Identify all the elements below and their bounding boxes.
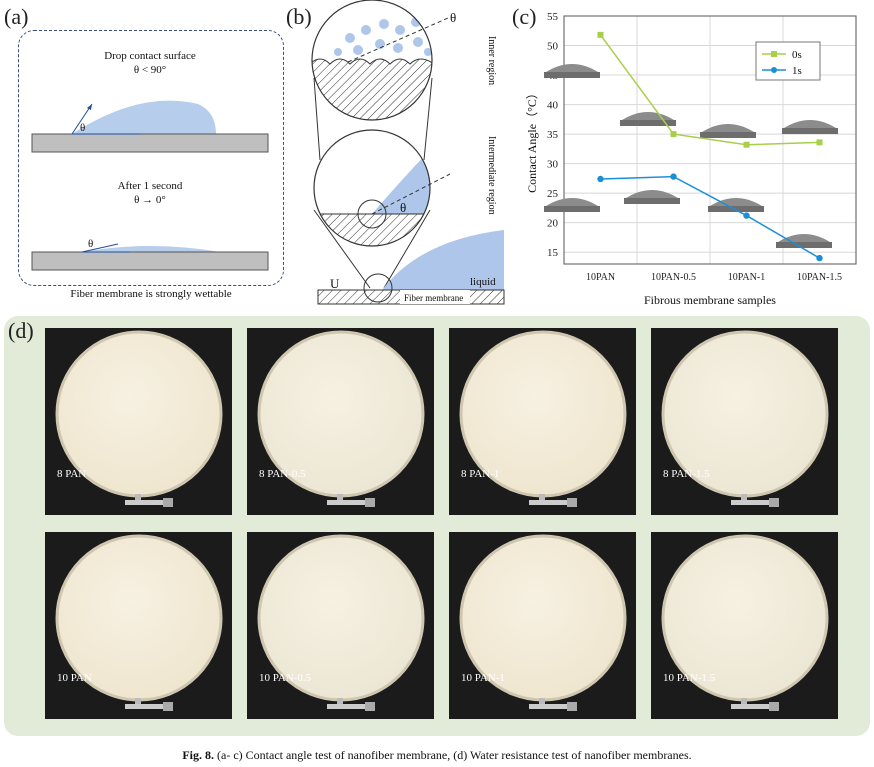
droplet-thumbnail — [702, 124, 754, 132]
y-tick-label: 25 — [547, 188, 559, 200]
membrane-photo: 10 PAN — [45, 532, 232, 719]
y-tick-label: 55 — [547, 11, 559, 23]
droplet-thumbnail — [626, 190, 678, 198]
y-tick-label: 35 — [547, 129, 559, 141]
droplet-thumbnail — [784, 120, 836, 128]
photo-label: 8 PAN — [57, 468, 87, 480]
data-point-1s — [670, 173, 677, 180]
data-point-0s — [597, 31, 604, 38]
panel-a-frame — [18, 30, 284, 286]
membrane-photo: 8 PAN-1 — [449, 328, 636, 515]
panel-c-letter: (c) — [512, 4, 537, 29]
x-axis-label: Fibrous membrane samples — [644, 293, 776, 307]
data-point-1s — [597, 175, 604, 183]
legend-marker — [771, 51, 777, 57]
panel-b-diagram — [311, 0, 505, 305]
droplet-substrate — [544, 206, 600, 212]
y-tick-label: 50 — [547, 41, 559, 53]
caption-text: (a- c) Contact angle test of nanofiber m… — [217, 748, 692, 762]
x-tick-label: 10PAN-0.5 — [651, 272, 696, 283]
panel-d-letter: (d) — [8, 318, 34, 343]
panel-b-liquid: liquid — [470, 276, 496, 288]
droplet-substrate — [700, 132, 756, 138]
x-tick-label: 10PAN-1 — [728, 272, 765, 283]
panel-a-letter: (a) — [4, 4, 29, 29]
droplet-substrate — [624, 198, 680, 204]
droplet-substrate — [708, 206, 764, 212]
data-point-0s — [670, 131, 677, 138]
membrane-drawing — [459, 330, 627, 507]
droplet-thumbnail — [710, 198, 762, 206]
panel-b-inner-region: Inner region — [486, 36, 497, 86]
panel-b-theta-top: θ — [450, 10, 457, 25]
figure-label: Fig. 8. — [182, 748, 215, 762]
membrane-drawing — [661, 534, 829, 711]
membrane-drawing — [257, 534, 425, 711]
panel-b-fiber-membrane: Fiber membrane — [404, 293, 464, 303]
y-tick-label: 20 — [547, 218, 559, 230]
droplet-substrate — [782, 128, 838, 134]
panel-b-u-label: U — [330, 276, 340, 291]
contact-angle-chart: 15202530354045505510PAN10PAN-0.510PAN-11… — [525, 11, 857, 307]
membrane-drawing — [55, 330, 223, 507]
panel-b-intermediate-region: Intermediate region — [486, 136, 497, 215]
panel-a-top-text-2: θ < 90° — [133, 64, 167, 76]
droplet-thumbnail — [778, 234, 830, 242]
legend-label: 1s — [792, 65, 802, 77]
y-tick-label: 40 — [547, 100, 559, 112]
photo-label: 10 PAN — [57, 672, 92, 684]
membrane-photo: 10 PAN-0.5 — [247, 532, 434, 719]
droplet-thumbnail — [546, 198, 598, 206]
y-axis-label: Contact Angle（°C） — [525, 87, 539, 193]
droplet-substrate — [544, 72, 600, 78]
membrane-photo: 8 PAN-0.5 — [247, 328, 434, 515]
data-point-0s — [816, 139, 823, 146]
photo-label: 8 PAN-1 — [461, 468, 500, 480]
droplet-substrate — [620, 120, 676, 126]
panel-a-droplet-top — [31, 100, 269, 153]
photo-label: 10 PAN-1 — [461, 672, 505, 684]
series-line-0s — [599, 34, 820, 146]
membrane-drawing — [661, 330, 829, 507]
photo-label: 10 PAN-0.5 — [259, 672, 312, 684]
membrane-drawing — [55, 534, 223, 711]
panel-a-footer: Fiber membrane is strongly wettable — [70, 288, 232, 300]
membrane-photo: 8 PAN — [45, 328, 232, 515]
data-point-1s — [743, 212, 750, 219]
legend-marker — [771, 67, 777, 73]
series-line-1s — [600, 175, 820, 259]
data-point-1s — [816, 254, 823, 262]
droplet-thumbnail — [622, 112, 674, 120]
membrane-photo: 10 PAN-1.5 — [651, 532, 838, 719]
panel-a-bottom-text-2: θ → 0° — [134, 194, 166, 206]
droplet-substrate — [776, 242, 832, 248]
membrane-photo: 10 PAN-1 — [449, 532, 636, 719]
panel-a-droplet-bottom — [31, 243, 269, 271]
photo-label: 10 PAN-1.5 — [663, 672, 716, 684]
legend-box — [755, 41, 821, 81]
x-tick-label: 10PAN-1.5 — [797, 272, 842, 283]
panel-a-theta-bottom: θ — [88, 238, 94, 250]
panel-a-bottom-text-1: After 1 second — [117, 180, 183, 192]
membrane-photo: 8 PAN-1.5 — [651, 328, 838, 515]
figure-caption: Fig. 8. (a- c) Contact angle test of nan… — [0, 748, 874, 763]
plot-frame — [563, 15, 857, 265]
x-tick-label: 10PAN — [586, 272, 615, 283]
membrane-drawing — [459, 534, 627, 711]
panel-a-theta-top: θ — [80, 122, 86, 134]
legend-label: 0s — [792, 49, 802, 61]
photo-label: 8 PAN-1.5 — [663, 468, 710, 480]
y-tick-label: 30 — [547, 159, 559, 171]
droplet-thumbnail — [546, 64, 598, 72]
data-point-0s — [743, 141, 750, 148]
panel-b-theta-mid: θ — [400, 200, 407, 215]
photo-label: 8 PAN-0.5 — [259, 468, 306, 480]
y-tick-label: 15 — [547, 247, 559, 259]
panel-b-letter: (b) — [286, 4, 312, 29]
membrane-drawing — [257, 330, 425, 507]
panel-a-top-text-1: Drop contact surface — [104, 50, 196, 62]
